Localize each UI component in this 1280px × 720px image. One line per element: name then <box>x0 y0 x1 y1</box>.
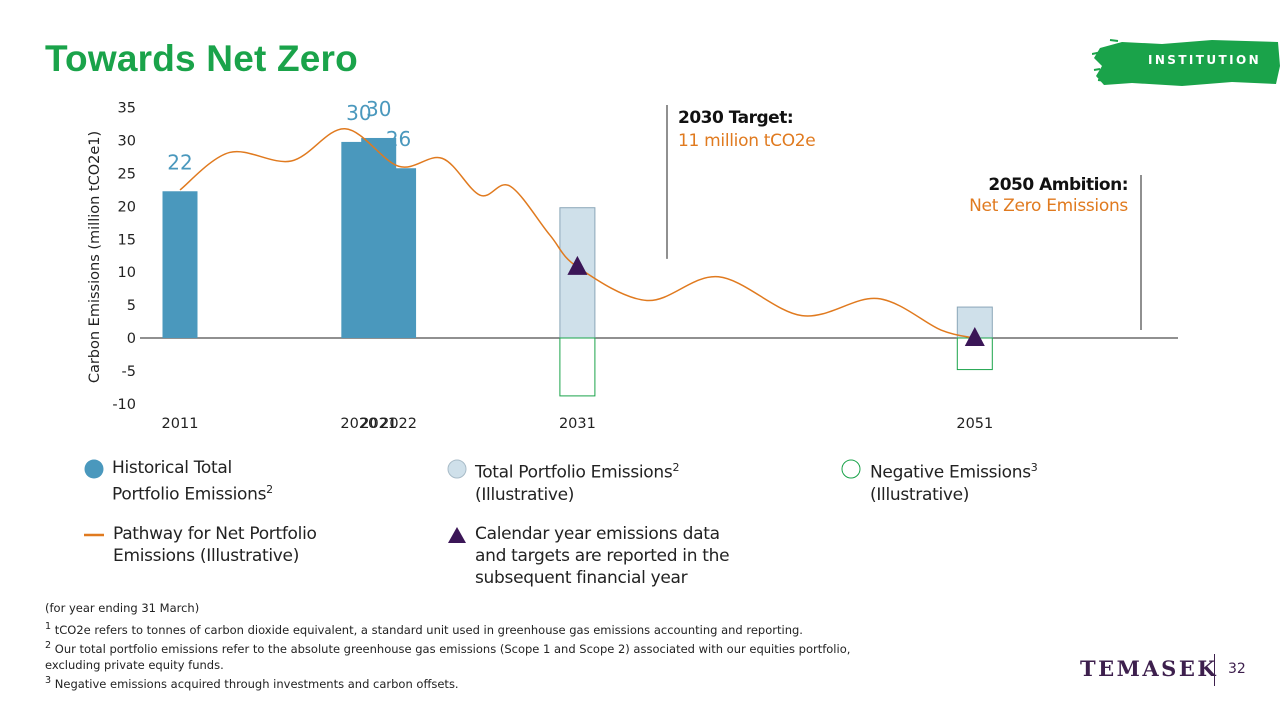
pathway-line <box>179 128 975 339</box>
footnotes: (for year ending 31 March) 1 tCO2e refer… <box>45 600 865 691</box>
x-tick-label: 2011 <box>162 416 199 432</box>
footnote-1: 1 tCO2e refers to tonnes of carbon dioxi… <box>45 621 803 637</box>
bar-value-label: 22 <box>167 150 192 174</box>
legend-item-pathway: Pathway for Net Portfolio Emissions (Ill… <box>84 523 317 567</box>
footnote-2: 2 Our total portfolio emissions refer to… <box>45 639 851 672</box>
historical-bar <box>381 168 417 338</box>
annotation-text: 11 million tCO2e <box>678 131 815 151</box>
emissions-chart: 35 30 25 20 15 10 5 0 -5 -10 Carbon Emissions (mil… <box>87 97 1178 432</box>
light-circle-icon <box>447 459 467 479</box>
target-marker <box>964 327 985 346</box>
y-tick-label: 0 <box>127 331 136 347</box>
y-tick-label: 15 <box>118 232 136 248</box>
annotation-title: 2030 Target: <box>678 108 793 128</box>
triangle-icon <box>448 527 466 543</box>
page-number: 32 <box>1228 661 1246 677</box>
annotation-text: Net Zero Emissions <box>969 196 1128 216</box>
temasek-logo: TEMASEK <box>1080 656 1219 681</box>
y-tick-label: 35 <box>118 101 136 117</box>
x-tick-label: 2021 <box>360 416 397 432</box>
x-tick-label: 2022 <box>380 416 417 432</box>
legend-item-total-illustrative: Total Portfolio Emissions2 (Illustrative… <box>447 457 679 506</box>
filled-circle-icon <box>84 459 104 479</box>
period-note: (for year ending 31 March) <box>45 601 200 615</box>
bar-value-label: 30 <box>366 97 391 121</box>
page-title: Towards Net Zero <box>45 38 358 79</box>
dash-line-icon <box>84 533 104 537</box>
y-tick-label: 20 <box>118 199 136 215</box>
x-tick-label: 2051 <box>956 416 993 432</box>
outline-circle-icon <box>841 459 861 479</box>
y-tick-label: 30 <box>118 134 136 150</box>
historical-bar <box>162 191 198 338</box>
y-tick-label: 25 <box>118 167 136 183</box>
footnote-3: 3 Negative emissions acquired through in… <box>45 674 459 691</box>
y-tick-label: 5 <box>127 298 136 314</box>
negative-emissions-bar <box>559 337 596 397</box>
legend-item-marker: Calendar year emissions data and targets… <box>447 523 730 589</box>
bar-value-label: 30 <box>346 101 371 125</box>
bar-value-label: 26 <box>386 127 411 151</box>
section-tag: INSTITUTION <box>1148 53 1262 67</box>
x-tick-label: 2031 <box>559 416 596 432</box>
legend-item-historical: Historical Total Portfolio Emissions2 <box>84 457 273 506</box>
brush-stroke-banner <box>1092 39 1280 86</box>
y-axis-label: Carbon Emissions (million tCO2e1) <box>87 131 103 383</box>
logo-divider <box>1214 654 1215 686</box>
annotation-title: 2050 Ambition: <box>988 175 1128 195</box>
legend-item-negative: Negative Emissions3 (Illustrative) <box>841 457 1038 506</box>
y-tick-label: -5 <box>122 364 136 380</box>
y-tick-label: 10 <box>118 265 136 281</box>
y-tick-label: -10 <box>112 397 136 413</box>
target-marker <box>567 255 588 275</box>
x-tick-label: 2020 <box>340 416 377 432</box>
